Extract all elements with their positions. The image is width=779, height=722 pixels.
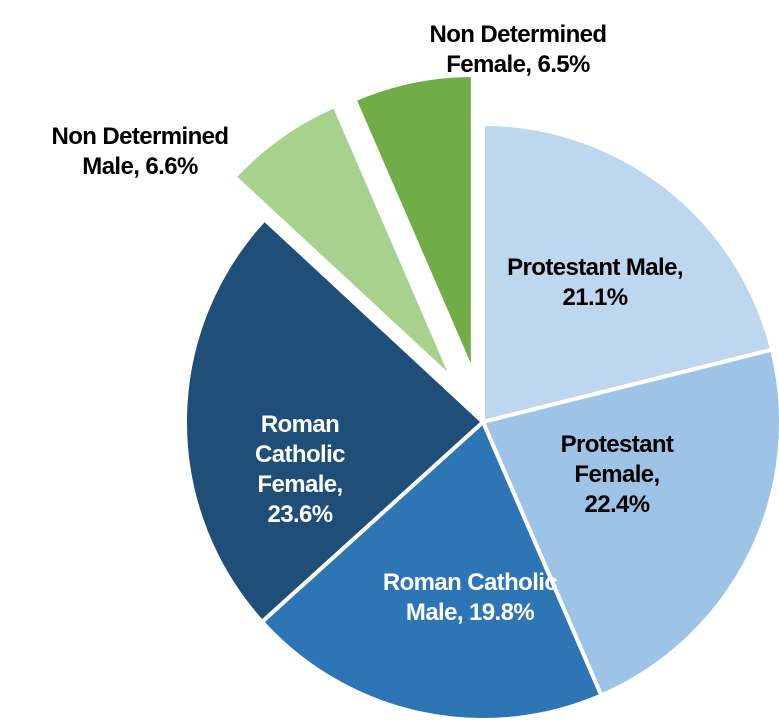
pie-slice — [259, 420, 604, 722]
data-label: Non Determined Male, 6.6% — [51, 123, 230, 180]
pie-slice — [481, 347, 779, 698]
data-label: Protestant Male, 21.1% — [507, 254, 683, 311]
data-label: Roman Catholic Female, 23.6% — [255, 411, 345, 528]
data-label: Roman Catholic Male, 19.8% — [382, 569, 558, 626]
pie-slice — [352, 73, 475, 376]
data-label: Non Determined Female, 6.5% — [429, 21, 608, 78]
pie-slice — [481, 122, 775, 424]
pie-slice — [183, 217, 485, 624]
pie-slice — [232, 104, 455, 382]
data-label: Protestant Female, 22.4% — [560, 431, 674, 518]
